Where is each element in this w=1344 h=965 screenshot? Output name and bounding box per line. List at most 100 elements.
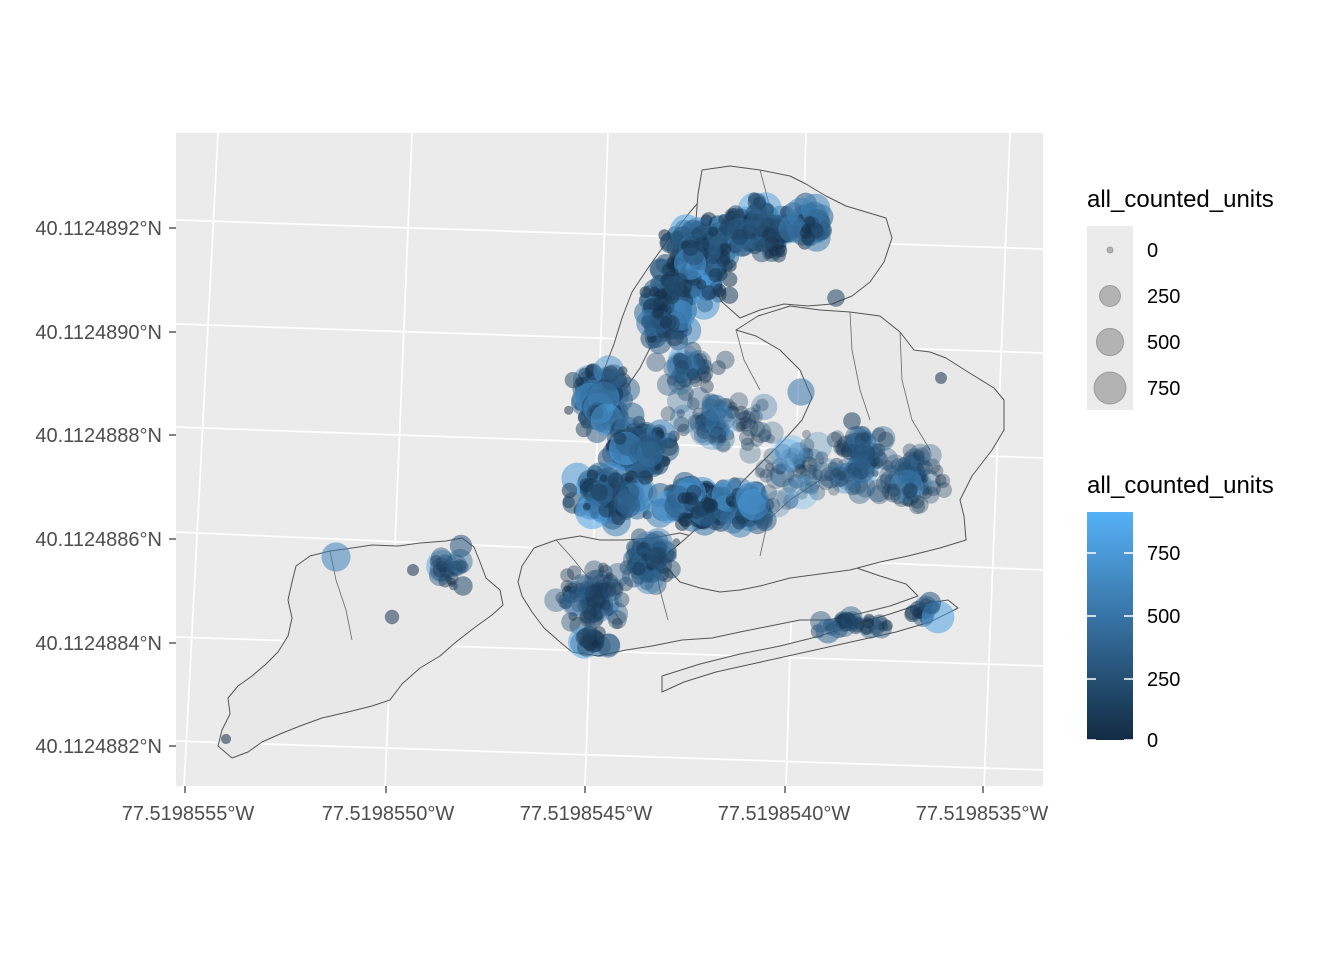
housing-point [684,341,702,359]
housing-point [697,359,713,375]
housing-point [666,375,678,386]
housing-point [811,469,824,481]
housing-point [815,618,841,644]
housing-point [922,488,930,496]
district-line [759,479,821,557]
housing-point [708,435,717,444]
housing-point [585,596,596,606]
housing-point [321,542,351,572]
housing-point [765,462,774,472]
housing-point [626,557,643,574]
color-legend: all_counted_units 750 500 250 0 [1087,472,1274,752]
housing-point [579,609,596,625]
housing-point [866,479,890,503]
housing-point [631,553,646,568]
housing-point [666,350,698,382]
housing-point [882,460,893,471]
housing-point [738,410,751,423]
housing-point [904,453,931,481]
housing-point [800,438,815,453]
housing-point [901,451,922,471]
housing-point [779,447,805,473]
housing-point [676,351,704,379]
housing-point [677,384,694,401]
housing-point [870,617,893,639]
housing-point [618,576,633,592]
housing-point [729,392,749,412]
housing-point [871,469,879,477]
housing-point [931,464,944,477]
housing-point [843,462,860,479]
housing-point [764,490,792,518]
housing-point [902,443,917,458]
housing-point [723,429,735,441]
housing-point [900,466,924,490]
housing-point [740,418,759,437]
housing-point [775,461,784,470]
district-lines [329,169,931,641]
housing-point [631,548,661,578]
housing-point [852,433,877,457]
x-tick-label: 77.5198545°W [520,803,653,825]
housing-point [925,480,942,497]
housing-point [936,482,952,498]
housing-point [638,566,655,583]
housing-point [562,591,587,617]
housing-point [636,553,647,564]
housing-point [571,595,579,603]
housing-point [801,448,825,472]
housing-point [915,469,941,495]
housing-point [912,447,931,466]
housing-point [792,464,808,479]
housing-point [595,592,620,616]
housing-point [581,592,592,603]
housing-point [648,546,666,564]
housing-point [750,421,772,443]
housing-point [444,554,467,577]
housing-point [595,594,614,613]
housing-point [592,610,603,621]
housing-point [581,595,593,607]
housing-point [643,560,654,571]
housing-point [677,374,692,389]
housing-point [909,443,932,466]
housing-point [584,560,605,581]
housing-point [807,464,818,475]
housing-point [656,541,677,563]
housing-point [854,430,873,449]
housing-point [676,409,685,418]
housing-point [586,569,612,595]
housing-point [674,359,689,375]
housing-point [640,550,653,563]
housing-point [849,440,873,464]
housing-point [638,470,653,485]
housing-point [712,283,727,298]
housing-point [726,405,740,420]
housing-point [872,427,887,442]
housing-point [672,538,681,547]
housing-point [429,557,454,582]
housing-point [914,477,929,491]
meridian-line [183,133,219,786]
housing-point [791,453,807,469]
housing-point [837,435,854,453]
housing-point [693,426,711,444]
housing-point [775,464,786,475]
housing-point [584,584,603,603]
housing-point [778,214,807,243]
housing-point [749,409,763,424]
housing-point [693,358,710,375]
housing-point [709,426,727,443]
housing-point [562,587,591,616]
housing-point [752,403,761,413]
housing-point [605,602,629,625]
housing-point [672,352,689,369]
housing-point [589,585,607,604]
housing-point [561,586,574,599]
housing-point [908,497,926,515]
size-legend: all_counted_units 0 250 500 750 [1087,186,1274,410]
housing-point [799,226,813,240]
housing-point [848,481,872,504]
housing-point [759,468,774,483]
